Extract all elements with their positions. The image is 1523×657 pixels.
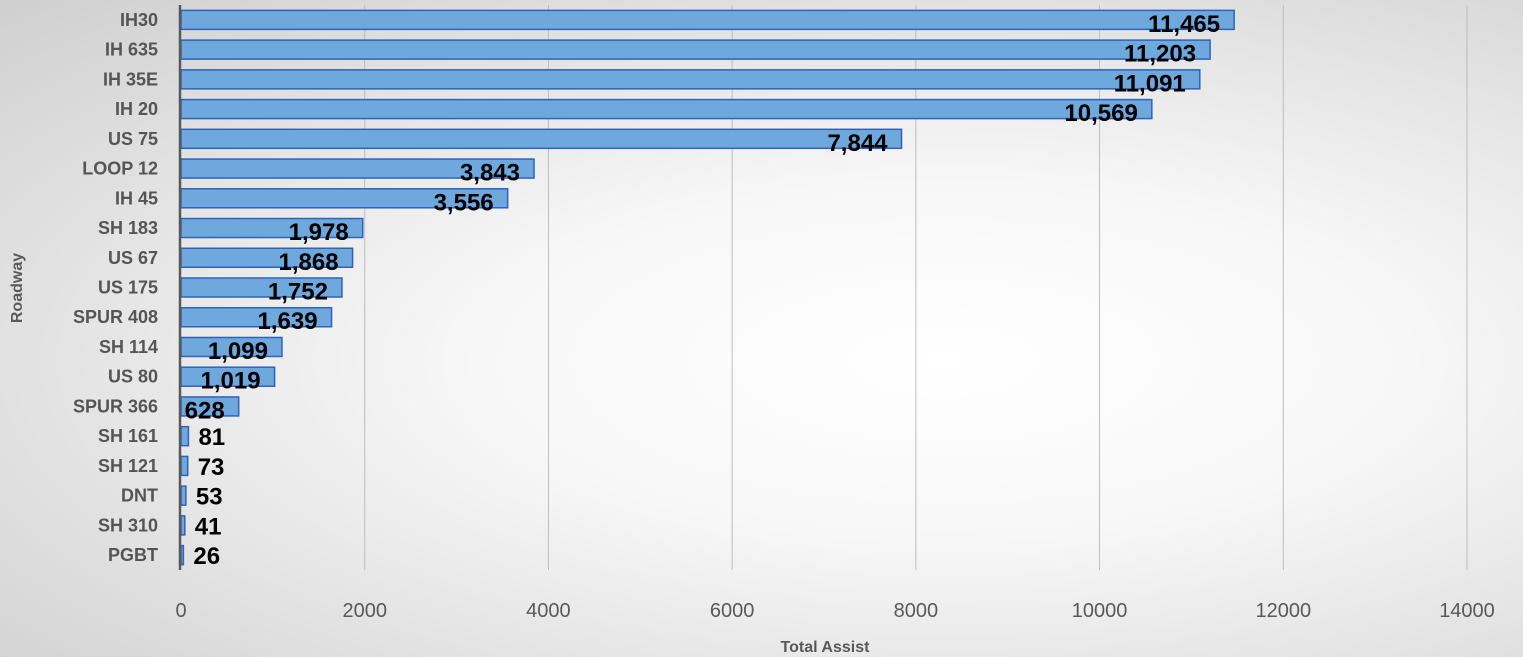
x-tick-label: 2000 bbox=[342, 600, 387, 622]
data-label: 1,019 bbox=[201, 368, 261, 395]
x-tick-label: 4000 bbox=[526, 600, 571, 622]
category-label: LOOP 12 bbox=[82, 159, 158, 179]
data-label: 1,868 bbox=[279, 249, 339, 276]
data-label: 11,091 bbox=[1114, 70, 1186, 97]
data-label: 11,203 bbox=[1124, 41, 1196, 68]
data-label: 10,569 bbox=[1064, 100, 1137, 127]
bar bbox=[180, 455, 189, 477]
x-tick-label: 14000 bbox=[1439, 600, 1495, 622]
category-label: US 67 bbox=[108, 248, 158, 268]
data-label: 73 bbox=[198, 454, 225, 481]
bar bbox=[180, 9, 1235, 31]
gridlines bbox=[364, 5, 1468, 570]
x-tick-label: 12000 bbox=[1255, 600, 1311, 622]
data-label: 81 bbox=[198, 424, 225, 451]
data-label: 1,639 bbox=[257, 308, 317, 335]
data-label: 1,752 bbox=[268, 279, 328, 306]
category-label: PGBT bbox=[108, 545, 158, 565]
data-label: 1,978 bbox=[289, 219, 349, 246]
data-label: 41 bbox=[195, 513, 222, 540]
bar bbox=[180, 544, 185, 566]
category-label: IH 635 bbox=[105, 40, 158, 60]
category-label: US 80 bbox=[108, 367, 158, 387]
data-label: 1,099 bbox=[208, 338, 268, 365]
data-label: 628 bbox=[185, 397, 225, 424]
category-label: DNT bbox=[121, 486, 158, 506]
category-label: IH 45 bbox=[115, 188, 158, 208]
category-label: SH 183 bbox=[98, 218, 158, 238]
x-tick-label: 8000 bbox=[894, 600, 939, 622]
bar bbox=[180, 485, 187, 506]
category-label: SPUR 366 bbox=[73, 396, 158, 416]
x-tick-label: 0 bbox=[175, 600, 186, 622]
data-label: 53 bbox=[196, 484, 223, 511]
x-tick-label: 6000 bbox=[710, 600, 755, 622]
data-label: 26 bbox=[193, 543, 220, 570]
category-label: SH 161 bbox=[98, 426, 158, 446]
data-label: 7,844 bbox=[827, 130, 888, 157]
category-label: US 175 bbox=[98, 278, 158, 298]
category-label: SH 121 bbox=[98, 456, 158, 476]
category-label: IH30 bbox=[120, 10, 158, 30]
x-tick-label: 10000 bbox=[1072, 600, 1128, 622]
category-label: IH 20 bbox=[115, 99, 158, 119]
category-labels: IH30 IH 635 IH 35E IH 20 US 75 LOOP 12 IH 45 SH… bbox=[73, 10, 158, 565]
category-label: SH 310 bbox=[98, 515, 158, 535]
category-label: SH 114 bbox=[99, 337, 158, 357]
category-label: IH 35E bbox=[103, 69, 158, 89]
y-axis-title: Roadway bbox=[9, 253, 26, 323]
x-axis-title: Total Assist bbox=[781, 639, 871, 656]
bar bbox=[180, 69, 1201, 90]
data-label: 11,465 bbox=[1148, 11, 1220, 38]
x-tick-labels: 0 2000 4000 6000 8000 10000 12000 14000 bbox=[175, 600, 1494, 622]
data-label: 3,843 bbox=[460, 160, 520, 187]
bar bbox=[180, 128, 903, 150]
category-label: SPUR 408 bbox=[73, 307, 158, 327]
bar bbox=[180, 515, 186, 536]
category-label: US 75 bbox=[108, 129, 158, 149]
bars bbox=[180, 9, 1235, 566]
bar bbox=[180, 98, 1153, 120]
bar bbox=[180, 39, 1211, 60]
bar bbox=[180, 425, 190, 447]
data-label: 3,556 bbox=[434, 189, 494, 216]
